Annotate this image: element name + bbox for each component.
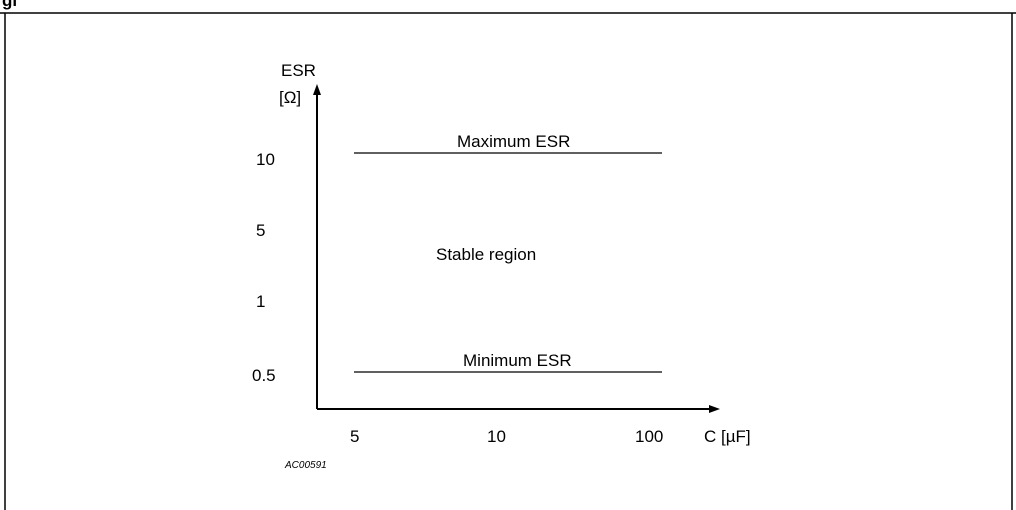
y-tick-label: 10 <box>256 150 275 169</box>
y-tick-label: 1 <box>256 292 265 311</box>
y-axis-arrow-icon <box>313 84 321 95</box>
y-axis-label-line1: ESR <box>281 61 316 80</box>
y-axis-label-line2: [Ω] <box>279 88 301 107</box>
series-label-maximum-esr: Maximum ESR <box>457 132 570 151</box>
x-axis-arrow-icon <box>709 405 720 413</box>
x-axis-label: C [µF] <box>704 427 751 446</box>
series-label-minimum-esr: Minimum ESR <box>463 351 572 370</box>
x-tick-label: 100 <box>635 427 663 446</box>
caption-fragment-left: gi <box>2 0 17 10</box>
stable-region-annotation: Stable region <box>436 245 536 264</box>
y-tick-label: 5 <box>256 221 265 240</box>
y-tick-label: 0.5 <box>252 366 276 385</box>
x-tick-label: 10 <box>487 427 506 446</box>
x-tick-label: 5 <box>350 427 359 446</box>
figure-id: AC00591 <box>284 460 327 471</box>
